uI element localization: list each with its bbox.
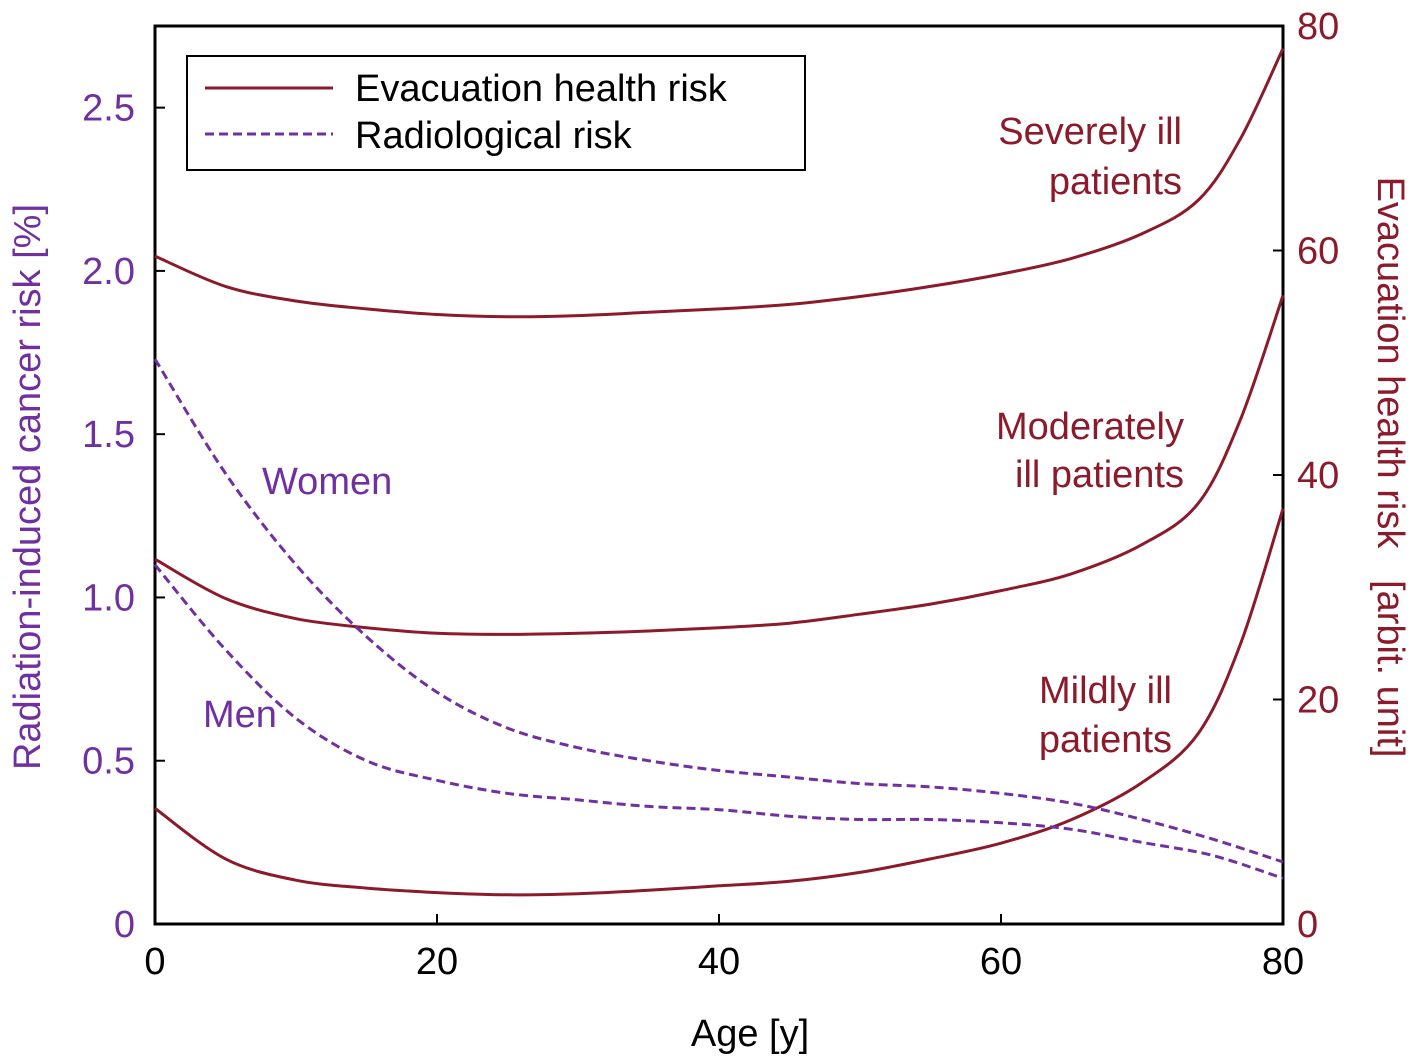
y-right-tick-label: 20 (1297, 680, 1339, 722)
series-line-men (153, 563, 1284, 880)
annotation-moderately-line1: Moderately (996, 406, 1184, 448)
series-line-moderately-ill-patients (154, 294, 1285, 636)
y-left-tick-label: 0.5 (82, 741, 135, 783)
series-line-severely-ill-patients (154, 47, 1285, 319)
legend: Evacuation health risk Radiological risk (186, 55, 806, 171)
y-right-tick-label: 40 (1297, 455, 1339, 497)
y-right-tick-label: 60 (1297, 231, 1339, 273)
annotation-mildly-line2: patients (1039, 719, 1172, 761)
series-line-mildly-ill-patients (154, 508, 1285, 897)
series-layer (153, 47, 1285, 897)
x-tick-label: 40 (698, 941, 740, 983)
legend-label-evacuation: Evacuation health risk (355, 68, 728, 110)
annotation-moderately-line2: ill patients (1015, 454, 1184, 496)
y-left-tick-label: 2.5 (82, 88, 135, 130)
x-tick-label: 80 (1262, 941, 1304, 983)
annotation-severely-line2: patients (1049, 161, 1182, 203)
annotation-men: Men (203, 694, 277, 736)
y-left-tick-label: 0 (114, 904, 135, 946)
x-tick-label: 0 (144, 941, 165, 983)
y-axis-right-title: Evacuation health risk [arbit. unit] (1369, 177, 1411, 758)
x-tick-label: 60 (980, 941, 1022, 983)
series-line-women (153, 358, 1284, 864)
y-axis-left-title: Radiation-induced cancer risk [%] (7, 204, 49, 770)
annotations: Severely ill patients Moderately ill pat… (203, 111, 1184, 761)
y-left-tick-label: 2.0 (82, 251, 135, 293)
legend-box (186, 55, 806, 171)
annotation-mildly-line1: Mildly ill (1039, 670, 1172, 712)
legend-label-radiological: Radiological risk (355, 115, 633, 157)
x-tick-label: 20 (416, 941, 458, 983)
y-right-tick-label: 80 (1297, 6, 1339, 48)
annotation-severely-line1: Severely ill (998, 111, 1182, 153)
y-left-tick-label: 1.5 (82, 414, 135, 456)
y-right-tick-label: 0 (1297, 904, 1318, 946)
x-axis-title: Age [y] (691, 1013, 809, 1055)
annotation-women: Women (262, 461, 392, 503)
y-left-tick-label: 1.0 (82, 577, 135, 619)
